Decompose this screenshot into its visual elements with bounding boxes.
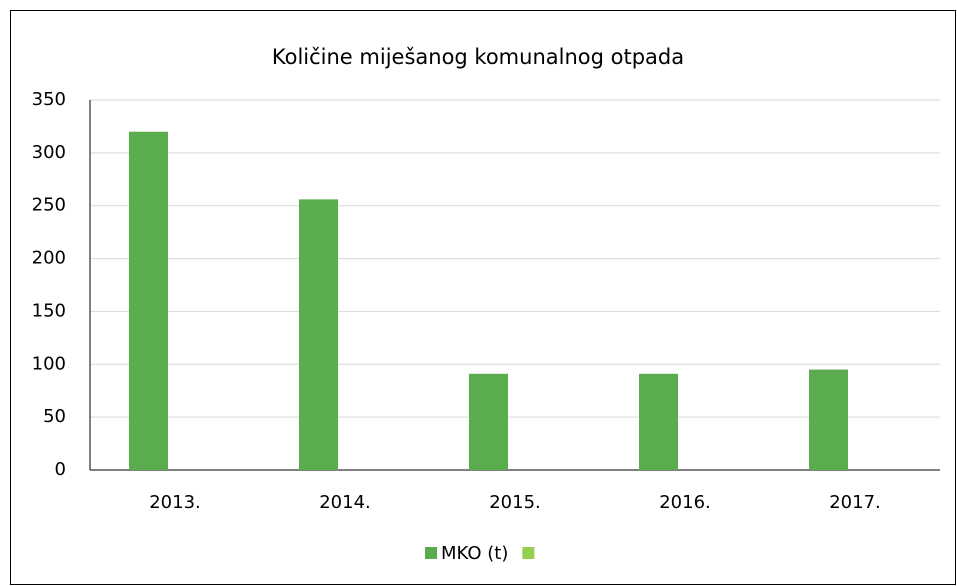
legend-swatch xyxy=(425,547,437,559)
y-tick-label: 300 xyxy=(32,142,66,163)
x-tick-label: 2016. xyxy=(659,492,711,513)
y-tick-label: 150 xyxy=(32,300,66,321)
x-tick-label: 2014. xyxy=(319,492,371,513)
bar xyxy=(299,199,338,470)
y-tick-label: 250 xyxy=(32,195,66,216)
y-tick-label: 0 xyxy=(55,459,66,480)
legend-label: MKO (t) xyxy=(441,543,508,564)
x-tick-label: 2013. xyxy=(149,492,201,513)
bar xyxy=(809,369,848,470)
y-tick-label: 200 xyxy=(32,248,66,269)
y-tick-label: 50 xyxy=(43,406,66,427)
x-tick-label: 2015. xyxy=(489,492,541,513)
bar xyxy=(469,373,508,470)
y-tick-label: 100 xyxy=(32,353,66,374)
legend-swatch xyxy=(522,547,535,559)
chart-title: Količine miješanog komunalnog otpada xyxy=(272,45,684,69)
bar xyxy=(639,373,678,470)
y-tick-label: 350 xyxy=(32,89,66,110)
bar xyxy=(129,131,168,470)
x-tick-label: 2017. xyxy=(829,492,881,513)
